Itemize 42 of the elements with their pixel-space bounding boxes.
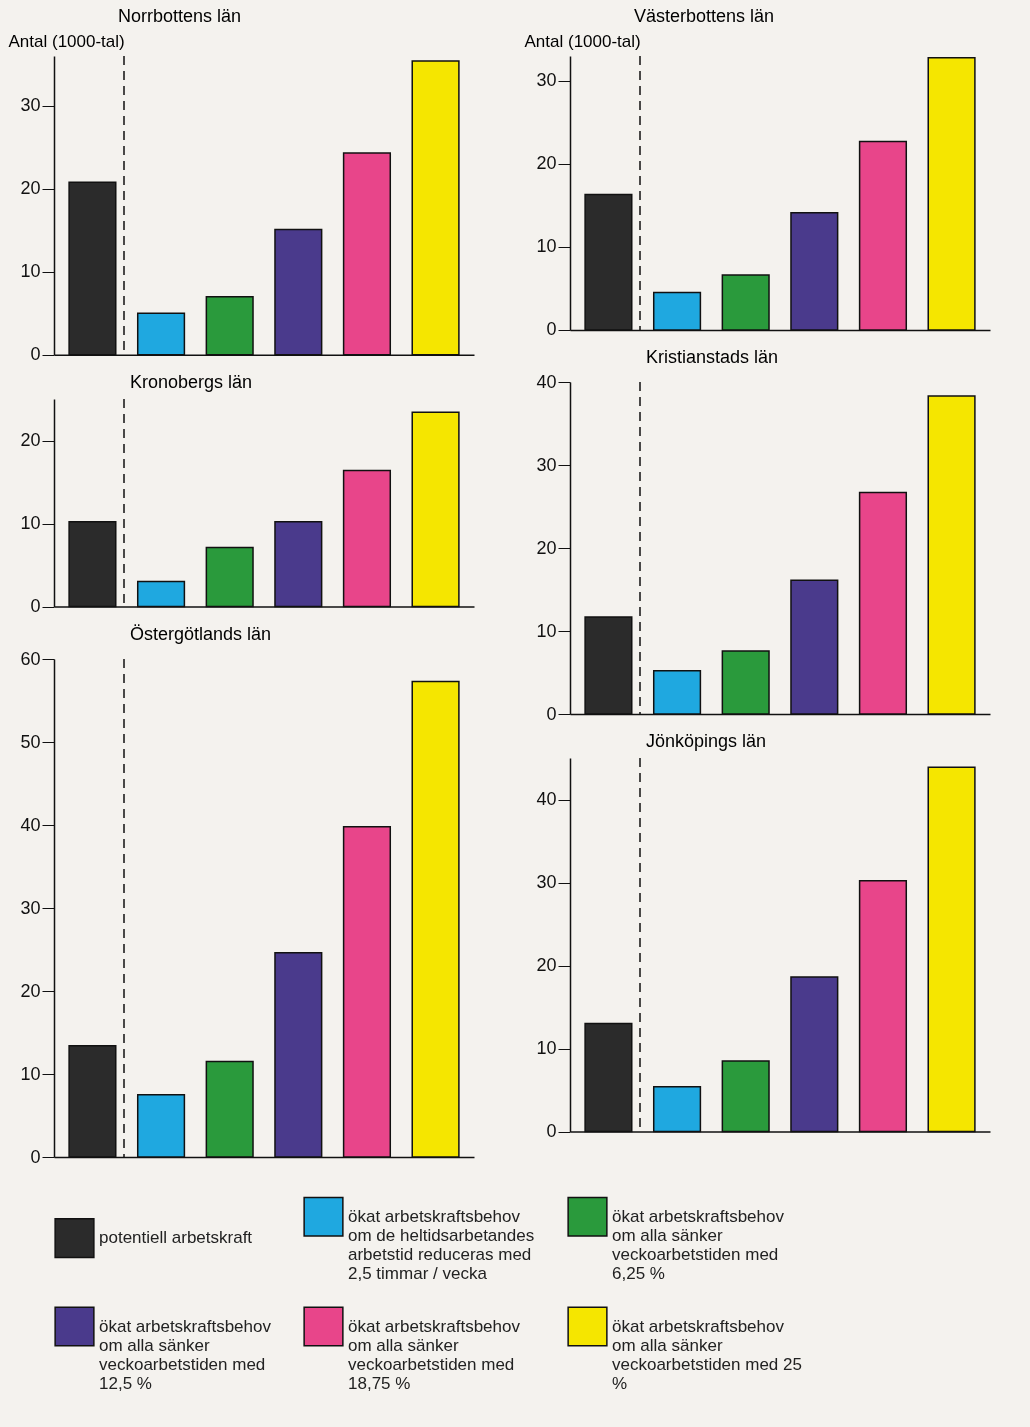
y-axis-title: Antal (1000-tal) — [8, 31, 125, 51]
y-tick-label: 30 — [536, 872, 557, 892]
legend-label: ökat arbetskraftsbehov om de heltidsarbetandes arbetstid reduceras med 2,5 timmar / vecka — [348, 1206, 535, 1283]
y-tick-label: 0 — [30, 344, 41, 365]
y-tick-label: 50 — [20, 731, 41, 752]
y-tick-label: 10 — [536, 620, 557, 641]
y-tick-label: 30 — [20, 95, 41, 116]
legend-label: ökat arbetskraftsbehov om alla sänker veckoarbetstiden med 18,75 % — [348, 1316, 521, 1393]
y-tick-label: 10 — [20, 1063, 41, 1084]
y-tick-label: 0 — [546, 1121, 557, 1141]
y-tick-label: 40 — [20, 814, 41, 835]
legend-label: ökat arbetskraftsbehov om alla sänker veckoarbetstiden med 6,25 % — [612, 1206, 785, 1283]
chart-title: Kristianstads län — [645, 347, 779, 367]
y-tick-label: 20 — [536, 955, 557, 975]
y-tick-label: 10 — [20, 261, 41, 282]
y-tick-label: 40 — [536, 789, 557, 809]
y-tick-label: 20 — [536, 537, 557, 558]
y-tick-label: 20 — [20, 430, 41, 450]
y-tick-label: 20 — [536, 153, 557, 174]
legend-label: ökat arbetskraftsbehov om alla sänker veckoarbetstiden med 12,5 % — [99, 1316, 272, 1393]
y-tick-label: 0 — [30, 596, 41, 616]
y-tick-label: 0 — [30, 1146, 41, 1167]
chart-title: Jönköpings län — [645, 731, 767, 752]
y-tick-label: 30 — [536, 70, 557, 91]
chart-title: Kronobergs län — [129, 372, 253, 393]
y-tick-label: 10 — [20, 513, 41, 533]
chart-title: Västerbottens län — [634, 6, 775, 26]
y-axis-title: Antal (1000-tal) — [524, 31, 641, 51]
legend-label: ökat arbetskraftsbehov om alla sänker veckoarbetstiden med 25 % — [612, 1316, 802, 1393]
y-tick-label: 10 — [536, 236, 557, 257]
chart-title: Norrbottens län — [118, 6, 242, 26]
y-tick-label: 0 — [546, 319, 557, 340]
y-tick-label: 20 — [20, 980, 41, 1001]
y-tick-label: 20 — [20, 178, 41, 199]
legend-label: potentiell arbetskraft — [99, 1228, 253, 1248]
y-tick-label: 10 — [536, 1038, 557, 1058]
y-tick-label: 30 — [20, 897, 41, 918]
y-tick-label: 60 — [20, 648, 41, 669]
y-tick-label: 30 — [536, 454, 557, 475]
chart-title: Östergötlands län — [129, 624, 272, 644]
y-tick-label: 0 — [546, 703, 557, 724]
y-tick-label: 40 — [536, 371, 557, 392]
